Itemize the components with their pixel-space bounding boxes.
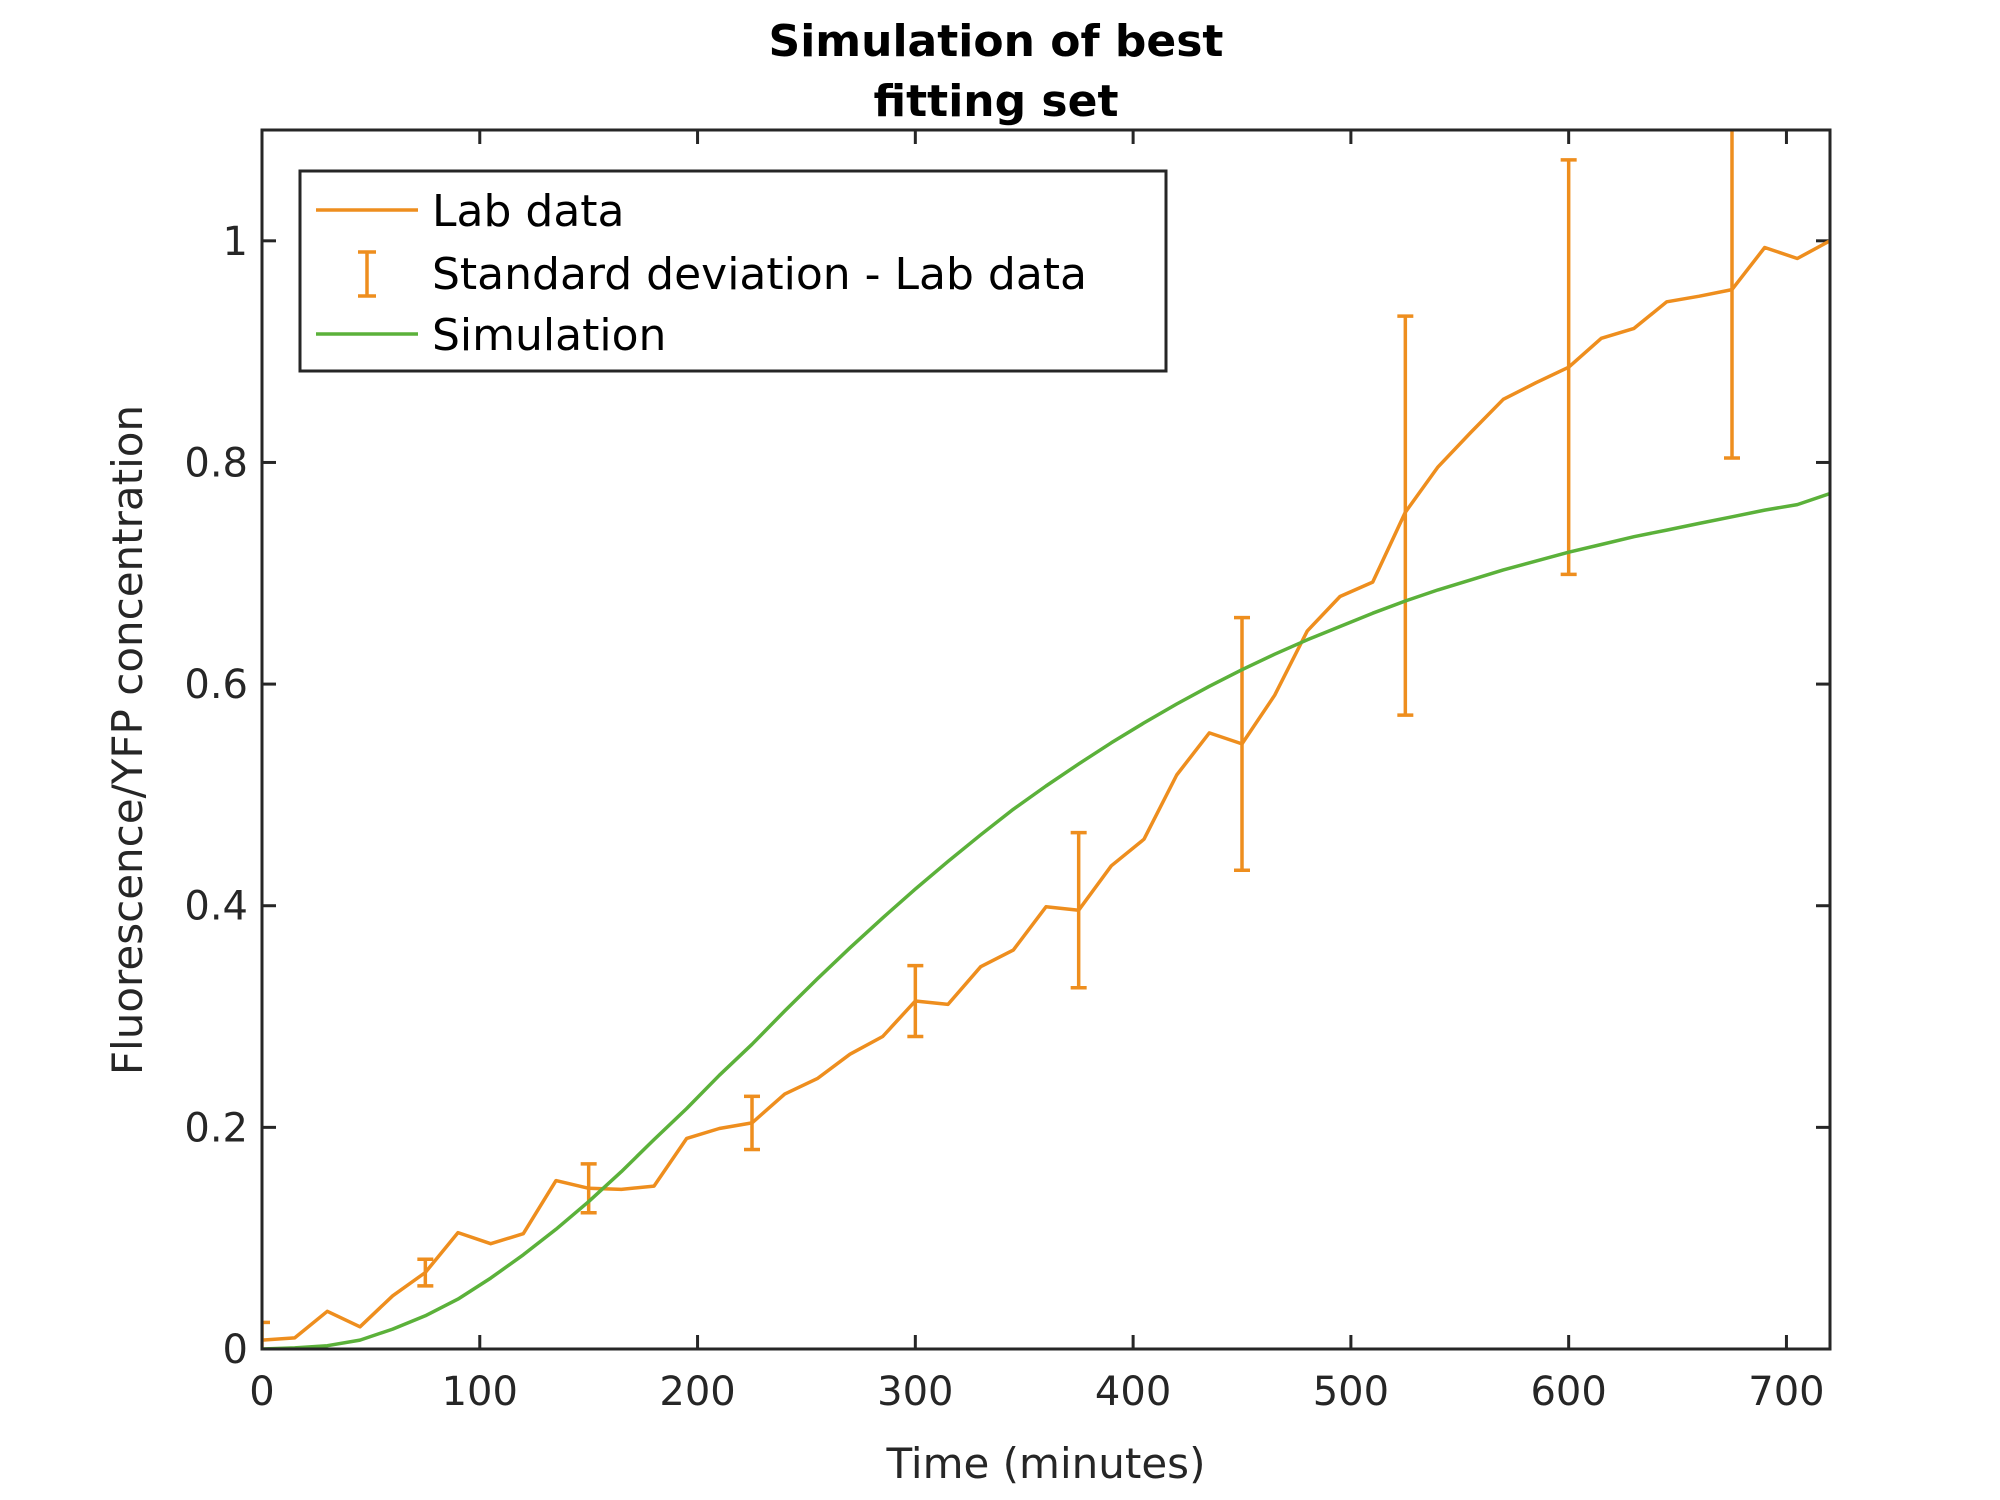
y-tick-label: 0.8 [184, 440, 248, 486]
x-tick-label: 200 [659, 1369, 735, 1415]
y-tick-label: 0.6 [184, 662, 248, 708]
x-tick-label: 500 [1313, 1369, 1389, 1415]
x-tick-label: 300 [877, 1369, 953, 1415]
error-bar [1070, 830, 1087, 990]
series-layer [262, 130, 1830, 1349]
legend-label-simulation: Simulation [432, 310, 666, 361]
y-tick-label: 0.4 [184, 884, 248, 930]
chart-title-line-2: fitting set [874, 76, 1119, 127]
x-tick-label: 400 [1095, 1369, 1171, 1415]
error-bar [1234, 615, 1250, 873]
chart-title-line-1: Simulation of best [769, 16, 1224, 67]
error-bar [907, 963, 924, 1039]
legend-swatch-std-dev [358, 250, 376, 298]
y-tick-label: 0 [223, 1327, 248, 1373]
legend-box [298, 169, 1168, 373]
plot-area-frame [260, 128, 1832, 1351]
error-bar [1724, 130, 1740, 460]
x-tick-label: 0 [249, 1369, 274, 1415]
x-axis-label: Time (minutes) [886, 1439, 1206, 1488]
error-bar [1560, 158, 1577, 577]
y-tick-label: 0.2 [184, 1105, 248, 1151]
ticks-layer [260, 130, 1830, 1351]
error-bar [1397, 314, 1414, 717]
legend-label-lab-data: Lab data [432, 186, 625, 237]
tick-labels-layer: 0 100 200 300 400 500 600 700 0 0.2 0.4 0.6 0.8 1 [184, 219, 1824, 1415]
error-bar [417, 1257, 434, 1288]
legend: Lab data Standard deviation - Lab data S… [298, 169, 1168, 373]
y-tick-label: 1 [223, 219, 248, 265]
series-line-simulation [262, 491, 1830, 1349]
x-tick-label: 100 [442, 1369, 518, 1415]
legend-label-std-dev: Standard deviation - Lab data [432, 249, 1087, 300]
x-tick-label: 700 [1748, 1369, 1824, 1415]
x-tick-label: 600 [1530, 1369, 1606, 1415]
error-bar [580, 1162, 597, 1215]
error-bar [744, 1094, 760, 1152]
y-axis-label: Fluorescence/YFP concentration [103, 405, 152, 1075]
error-bar [262, 1320, 270, 1349]
